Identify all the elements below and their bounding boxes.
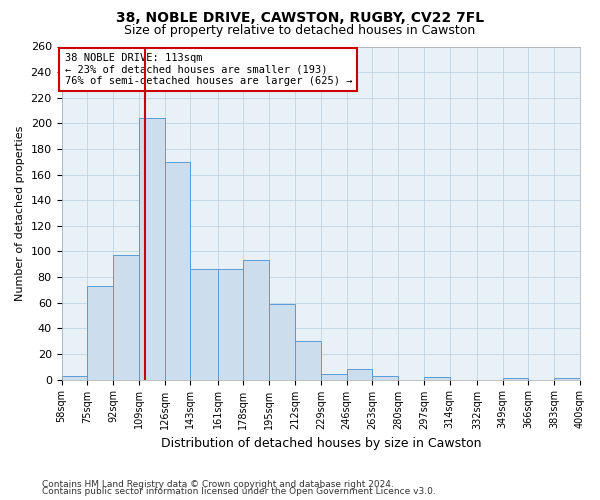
- Bar: [87, 286, 113, 380]
- Bar: [113, 256, 139, 380]
- Bar: [347, 370, 373, 380]
- Bar: [164, 162, 190, 380]
- Bar: [190, 270, 218, 380]
- Bar: [244, 260, 269, 380]
- Text: 38, NOBLE DRIVE, CAWSTON, RUGBY, CV22 7FL: 38, NOBLE DRIVE, CAWSTON, RUGBY, CV22 7F…: [116, 12, 484, 26]
- Text: Contains public sector information licensed under the Open Government Licence v3: Contains public sector information licen…: [42, 487, 436, 496]
- Bar: [503, 378, 529, 380]
- Bar: [295, 341, 321, 380]
- Bar: [373, 376, 398, 380]
- Bar: [269, 304, 295, 380]
- Text: Contains HM Land Registry data © Crown copyright and database right 2024.: Contains HM Land Registry data © Crown c…: [42, 480, 394, 489]
- Bar: [139, 118, 164, 380]
- Text: Size of property relative to detached houses in Cawston: Size of property relative to detached ho…: [124, 24, 476, 37]
- Text: 38 NOBLE DRIVE: 113sqm
← 23% of detached houses are smaller (193)
76% of semi-de: 38 NOBLE DRIVE: 113sqm ← 23% of detached…: [65, 53, 352, 86]
- Bar: [554, 378, 580, 380]
- Bar: [321, 374, 347, 380]
- Bar: [62, 376, 87, 380]
- Y-axis label: Number of detached properties: Number of detached properties: [15, 126, 25, 300]
- Bar: [424, 377, 449, 380]
- Bar: [218, 270, 244, 380]
- X-axis label: Distribution of detached houses by size in Cawston: Distribution of detached houses by size …: [161, 437, 481, 450]
